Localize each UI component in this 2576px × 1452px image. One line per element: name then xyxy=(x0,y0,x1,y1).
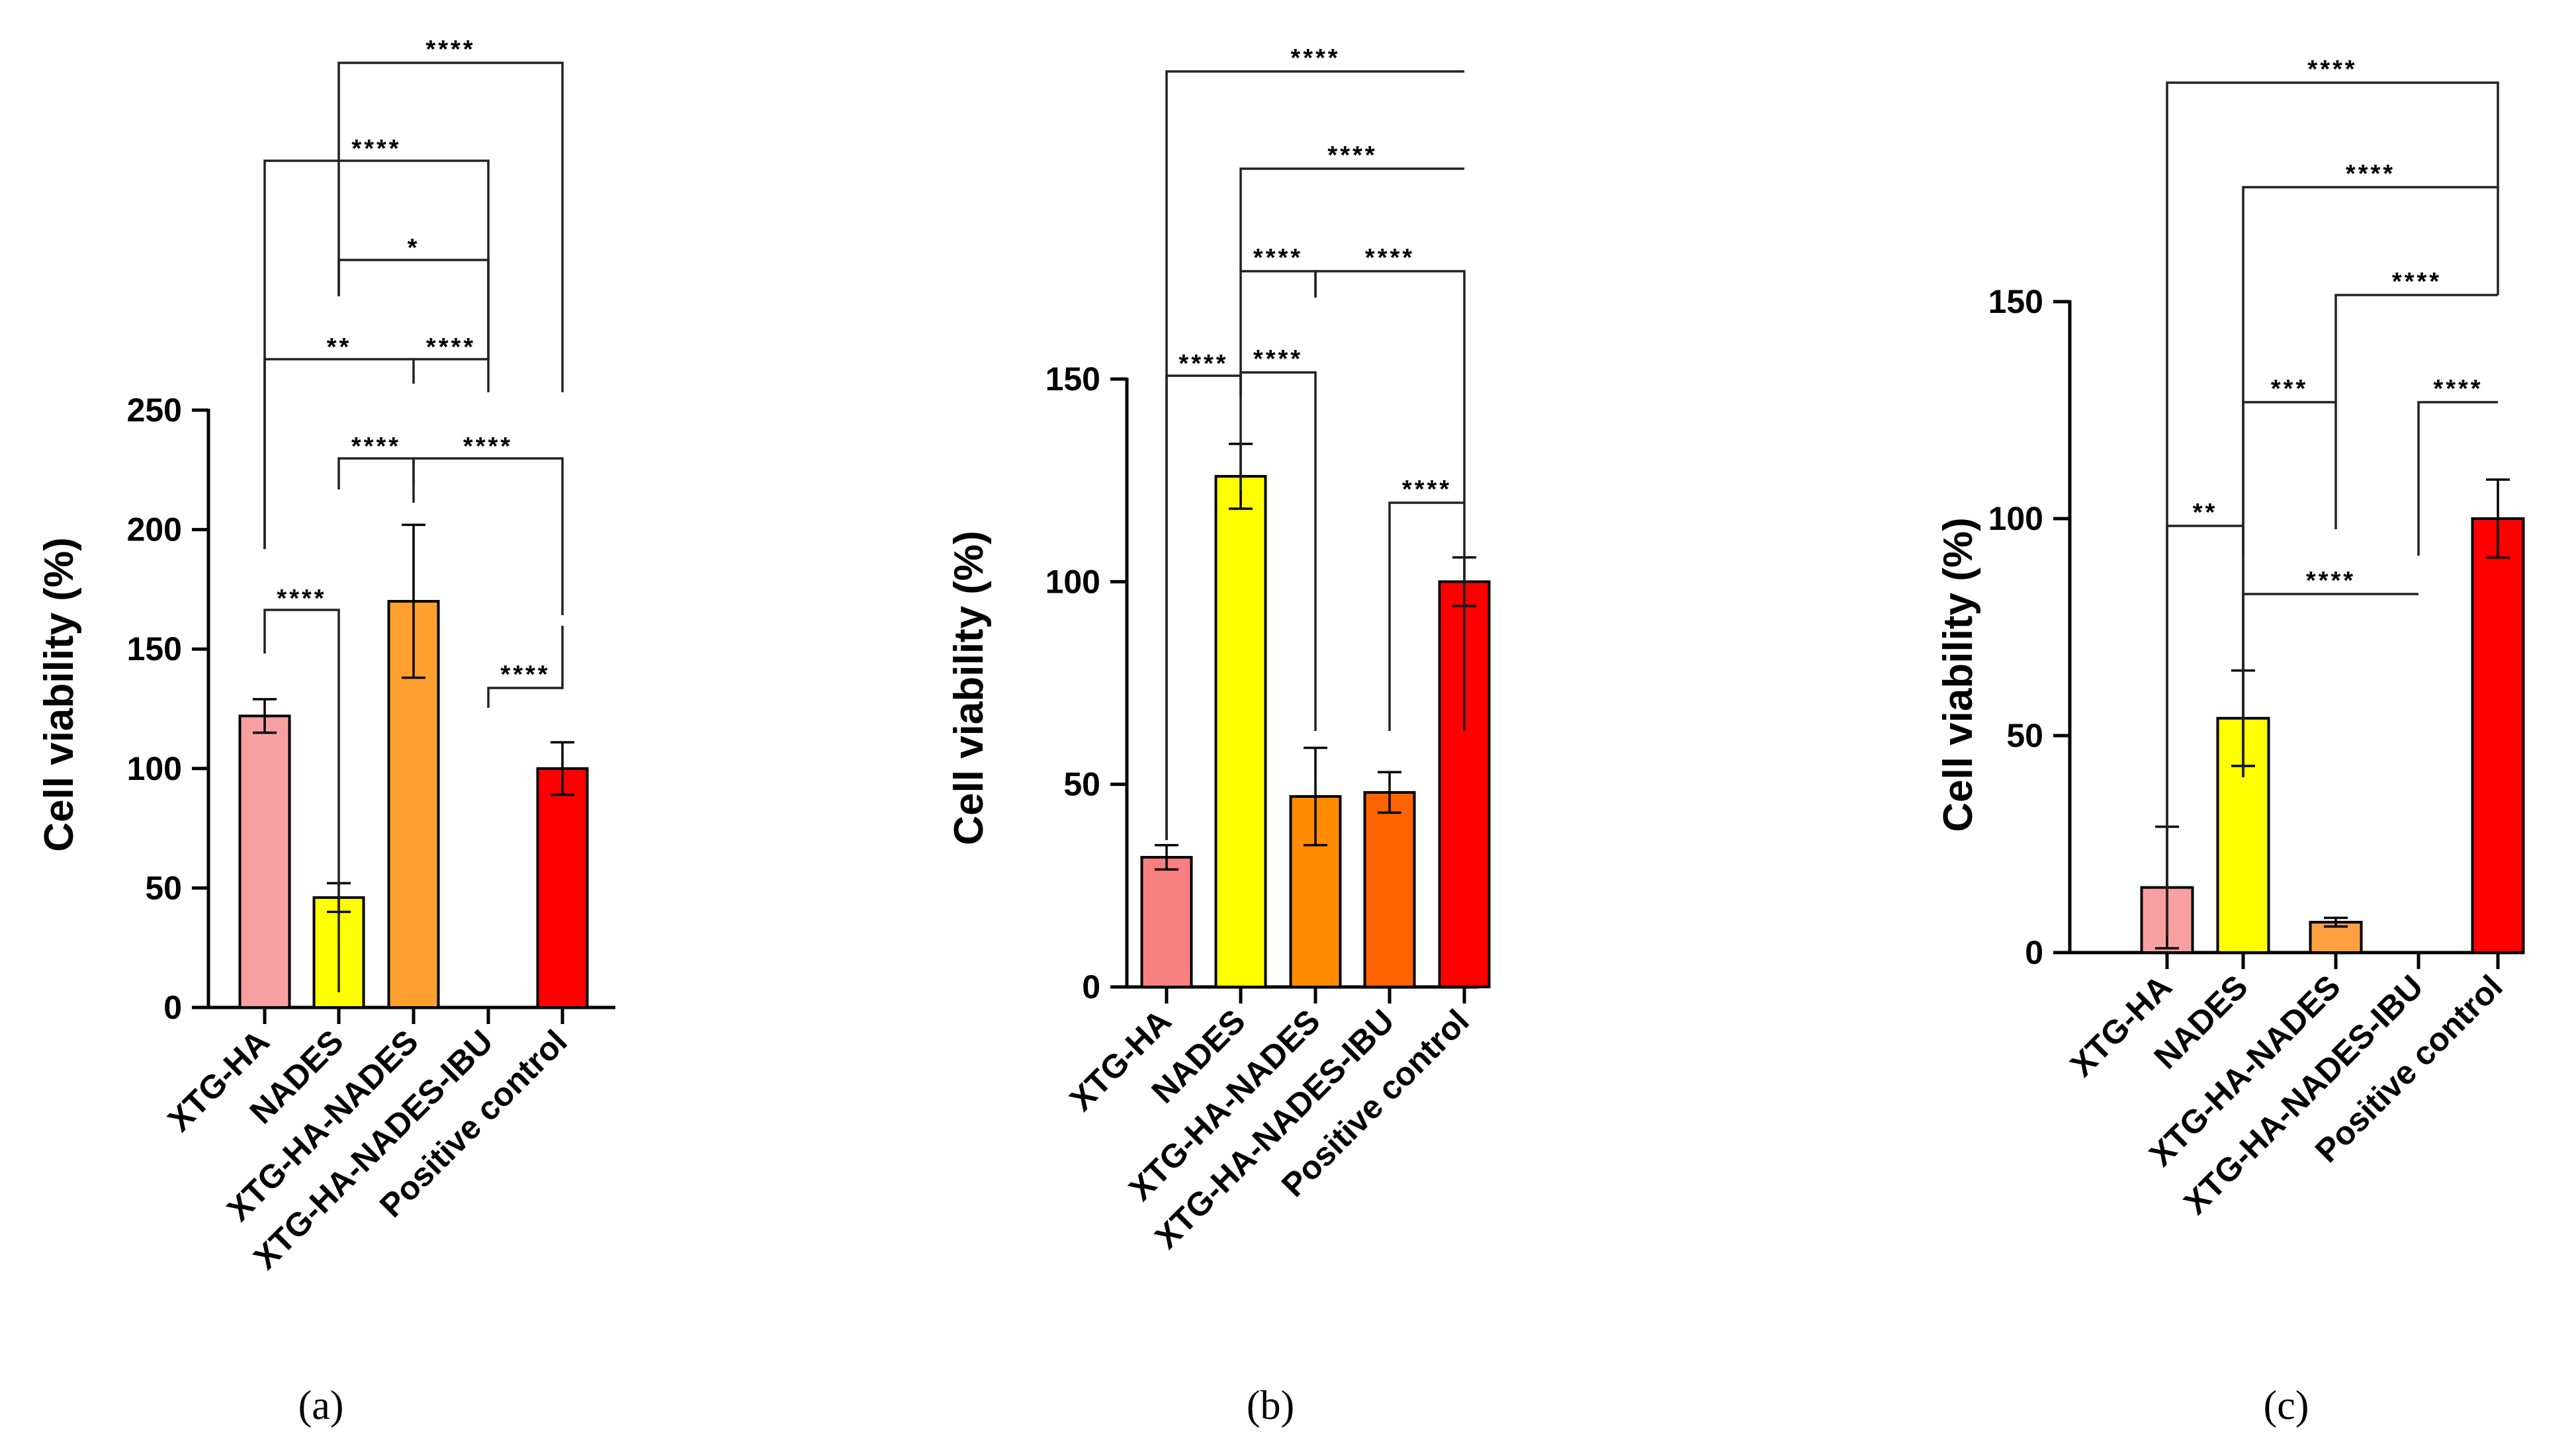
y-tick-label: 200 xyxy=(127,511,182,548)
significance-label: ** xyxy=(2193,499,2218,527)
significance-label: **** xyxy=(2346,160,2395,188)
significance-label: **** xyxy=(463,433,513,460)
significance-label: * xyxy=(408,234,420,262)
y-tick-label: 150 xyxy=(1045,361,1100,398)
panel-label: (c) xyxy=(2264,1383,2309,1428)
bar-positive-control xyxy=(2471,517,2525,954)
significance-bracket xyxy=(263,159,490,549)
bar-nades xyxy=(1214,475,1267,988)
significance-bracket xyxy=(337,457,415,503)
significance-label: **** xyxy=(1327,142,1377,169)
significance-bracket xyxy=(1388,501,1464,731)
significance-bracket xyxy=(412,457,564,615)
significance-label: **** xyxy=(1253,244,1303,272)
significance-bracket xyxy=(1239,270,1317,490)
y-tick-label: 0 xyxy=(1082,968,1100,1005)
significance-label: **** xyxy=(500,661,550,689)
significance-label: **** xyxy=(1253,345,1303,373)
significance-label: **** xyxy=(1365,244,1415,272)
bar-xtg-ha xyxy=(1140,855,1193,988)
y-tick-label: 50 xyxy=(145,869,182,906)
significance-label: **** xyxy=(2306,567,2356,595)
y-axis-title: Cell viability (%) xyxy=(36,537,82,851)
y-tick-label: 100 xyxy=(1988,500,2043,537)
significance-label: **** xyxy=(2392,268,2442,296)
y-tick-label: 100 xyxy=(127,750,182,787)
bar-positive-control xyxy=(536,767,589,1009)
significance-label: **** xyxy=(351,135,401,163)
y-tick-label: 150 xyxy=(1988,283,2043,320)
significance-label: **** xyxy=(426,333,476,361)
significance-bracket xyxy=(2417,401,2498,556)
bar-xtg-ha xyxy=(238,714,291,1009)
significance-bracket xyxy=(263,609,340,992)
y-tick-label: 250 xyxy=(127,392,182,429)
significance-bracket xyxy=(2242,186,2499,777)
y-tick-label: 150 xyxy=(127,630,182,667)
bar-xtg-ha-nades-ibu xyxy=(1363,790,1416,989)
significance-label: ** xyxy=(327,333,352,361)
significance-bracket xyxy=(2334,294,2498,402)
significance-label: **** xyxy=(1178,350,1228,378)
significance-bracket xyxy=(412,358,490,392)
panel-label: (b) xyxy=(1247,1383,1294,1428)
panel-label: (a) xyxy=(298,1383,344,1428)
significance-bracket xyxy=(337,62,564,392)
significance-bracket xyxy=(1239,371,1317,731)
y-axis-title: Cell viability (%) xyxy=(1935,517,1981,832)
y-axis-title: Cell viability (%) xyxy=(946,531,992,845)
significance-label: **** xyxy=(425,36,475,64)
y-tick-label: 100 xyxy=(1045,563,1100,600)
category-label: XTG-HA xyxy=(2063,968,2179,1084)
significance-label: **** xyxy=(2433,375,2483,403)
significance-label: *** xyxy=(2271,375,2308,403)
y-tick-label: 0 xyxy=(163,989,182,1026)
significance-bracket xyxy=(1314,270,1466,731)
significance-label: **** xyxy=(2307,56,2357,83)
significance-label: **** xyxy=(1290,44,1340,72)
significance-bracket xyxy=(2166,81,2499,936)
y-tick-label: 50 xyxy=(1063,766,1100,803)
y-tick-label: 0 xyxy=(2025,934,2043,971)
significance-label: **** xyxy=(351,433,401,460)
y-tick-label: 50 xyxy=(2006,717,2043,754)
significance-bracket xyxy=(1239,167,1464,271)
significance-label: **** xyxy=(1402,476,1452,503)
significance-bracket xyxy=(1165,70,1464,840)
significance-bracket xyxy=(487,626,564,708)
significance-label: **** xyxy=(277,585,326,613)
